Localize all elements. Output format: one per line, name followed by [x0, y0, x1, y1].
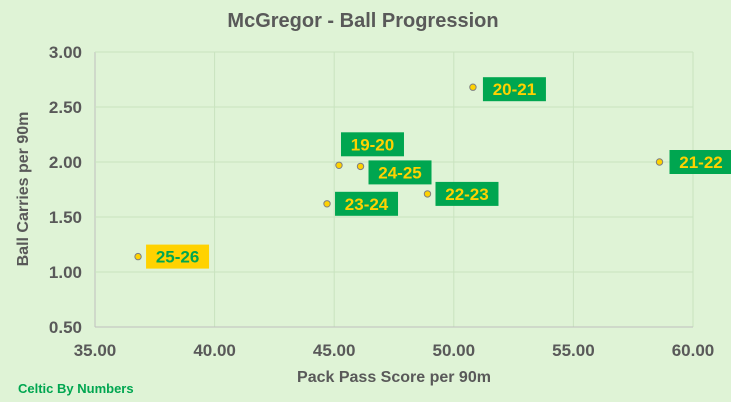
point-label: 24-25	[378, 163, 421, 182]
point-label-box	[482, 77, 546, 102]
x-tick-label: 40.00	[193, 341, 236, 360]
y-tick-label: 3.00	[49, 43, 82, 62]
data-point-19-20: 19-20	[335, 132, 404, 170]
data-point-25-26: 25-26	[134, 244, 210, 269]
point-label-box	[335, 191, 399, 216]
point-marker	[423, 190, 432, 198]
x-tick-label: 35.00	[74, 341, 117, 360]
point-marker	[323, 200, 331, 208]
point-marker	[335, 161, 343, 170]
point-label: 19-20	[351, 135, 394, 154]
point-marker	[469, 83, 477, 91]
point-label: 25-26	[156, 248, 199, 267]
y-tick-label: 1.50	[49, 208, 82, 227]
x-axis-title: Pack Pass Score per 90m	[297, 369, 491, 386]
y-axis-title: Ball Carries per 90m	[15, 112, 32, 267]
point-label-box	[368, 160, 432, 185]
grid	[94, 51, 694, 328]
x-tick-label: 55.00	[552, 341, 595, 360]
point-marker	[655, 158, 664, 166]
point-label-box	[340, 132, 404, 157]
data-point-21-22: 21-22	[655, 150, 731, 174]
point-label: 23-24	[345, 195, 389, 214]
y-tick-label: 0.50	[49, 318, 82, 337]
x-tick-label: 50.00	[433, 341, 476, 360]
y-tick-label: 1.00	[49, 263, 82, 282]
data-point-22-23: 22-23	[423, 181, 499, 206]
credit-text: Celtic By Numbers	[18, 381, 134, 396]
point-label: 22-23	[445, 185, 488, 204]
point-label: 20-21	[493, 80, 536, 99]
data-point-20-21: 20-21	[469, 77, 546, 102]
x-tick-label: 60.00	[672, 341, 715, 360]
point-label: 21-22	[679, 153, 722, 172]
tick-labels: 35.00 40.00 45.00 50.00 55.00 60.00 0.50 1.00 1.…	[49, 43, 714, 360]
data-point-24-25: 24-25	[356, 160, 432, 185]
data-points: 19-20 20-21 21-22 22-23 23-24 24-25 25-26	[134, 77, 731, 269]
point-marker	[356, 162, 365, 171]
point-marker	[134, 252, 142, 261]
y-tick-label: 2.50	[49, 98, 82, 117]
chart-title: McGregor - Ball Progression	[227, 10, 498, 32]
point-label-box	[669, 150, 731, 174]
data-point-23-24: 23-24	[323, 191, 399, 216]
point-label-box	[435, 181, 499, 206]
point-label-box	[146, 244, 210, 269]
x-tick-label: 45.00	[313, 341, 356, 360]
y-tick-label: 2.00	[49, 153, 82, 172]
